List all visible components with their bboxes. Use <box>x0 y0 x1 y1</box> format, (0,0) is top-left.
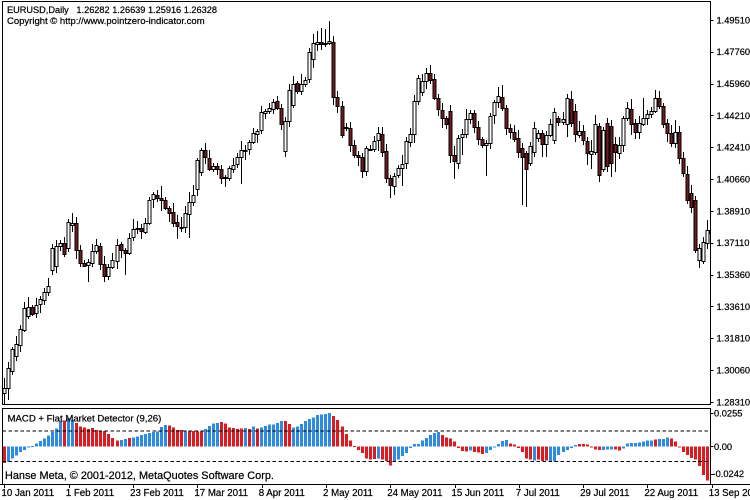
svg-text:1.33610: 1.33610 <box>717 302 750 312</box>
svg-text:22 Aug 2011: 22 Aug 2011 <box>644 488 698 499</box>
svg-text:1.42410: 1.42410 <box>717 143 750 153</box>
svg-text:24 May 2011: 24 May 2011 <box>387 488 442 499</box>
svg-text:1.45960: 1.45960 <box>717 79 750 89</box>
svg-text:15 Jun 2011: 15 Jun 2011 <box>452 488 505 499</box>
svg-text:1.47760: 1.47760 <box>717 47 750 57</box>
svg-text:8 Apr 2011: 8 Apr 2011 <box>259 488 305 499</box>
svg-text:7 Jul 2011: 7 Jul 2011 <box>516 488 560 499</box>
svg-text:0.00: 0.00 <box>714 442 732 452</box>
svg-text:1.40660: 1.40660 <box>717 175 750 185</box>
svg-text:Copyright © http://www.pointze: Copyright © http://www.pointzero-indicat… <box>7 16 205 27</box>
svg-text:MACD + Flat Market Detector (9: MACD + Flat Market Detector (9,26) <box>8 414 162 425</box>
svg-text:1.37110: 1.37110 <box>717 238 750 248</box>
svg-text:0.0255: 0.0255 <box>714 408 742 418</box>
svg-text:1.44210: 1.44210 <box>717 111 750 121</box>
svg-text:17 Mar 2011: 17 Mar 2011 <box>194 488 248 499</box>
svg-text:1.30060: 1.30060 <box>717 366 750 376</box>
svg-text:1.49510: 1.49510 <box>717 15 750 25</box>
svg-text:13 Sep 2011: 13 Sep 2011 <box>709 488 750 499</box>
svg-text:-0.0242: -0.0242 <box>713 469 745 479</box>
svg-text:EURUSD,Daily 1.26282 1.26639: EURUSD,Daily 1.26282 1.26639 1.25916 1.2… <box>7 5 217 15</box>
svg-text:2 May 2011: 2 May 2011 <box>323 488 373 499</box>
svg-text:1 Feb 2011: 1 Feb 2011 <box>66 488 114 499</box>
svg-text:1.38910: 1.38910 <box>717 206 750 216</box>
svg-text:1.31810: 1.31810 <box>717 334 750 344</box>
svg-text:29 Jul 2011: 29 Jul 2011 <box>580 488 629 499</box>
svg-text:23 Feb 2011: 23 Feb 2011 <box>130 488 184 499</box>
svg-text:1.28310: 1.28310 <box>717 397 750 407</box>
svg-text:Hanse Meta, © 2001-2012, MetaQ: Hanse Meta, © 2001-2012, MetaQuotes Soft… <box>5 470 274 482</box>
svg-text:10 Jan 2011: 10 Jan 2011 <box>2 488 55 499</box>
svg-text:1.35360: 1.35360 <box>717 270 750 280</box>
